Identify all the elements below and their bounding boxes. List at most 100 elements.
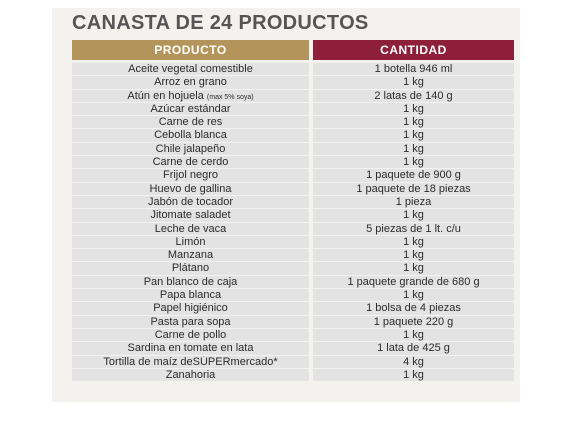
- product-name: Jitomate saladet: [150, 209, 231, 222]
- table-row: Sardina en tomate en lata 1 lata de 425 g: [72, 342, 514, 355]
- table-row: Tortilla de maíz deSÚPERmercado* 4 kg: [72, 355, 514, 368]
- header-producto: PRODUCTO: [72, 40, 309, 60]
- quantity-cell: 1 kg: [313, 76, 514, 89]
- quantity-cell: 1 kg: [313, 368, 514, 382]
- product-name: Frijol negro: [162, 169, 219, 182]
- quantity-cell: 5 piezas de 1 lt. c/u: [313, 222, 514, 235]
- product-name: Sardina en tomate en lata: [127, 342, 254, 355]
- table-row: Zanahoria 1 kg: [72, 368, 514, 382]
- table-row: Limón 1 kg: [72, 235, 514, 249]
- product-name: Pasta para sopa: [150, 315, 231, 328]
- product-name: Arroz en grano: [154, 76, 227, 89]
- product-name: Zanahoria: [165, 368, 216, 381]
- product-name: Carne de pollo: [154, 328, 227, 341]
- product-name: Plátano: [171, 262, 210, 275]
- quantity-cell: 1 kg: [313, 116, 514, 129]
- table-row: Chile jalapeño 1 kg: [72, 142, 514, 156]
- quantity-cell: 1 paquete grande de 680 g: [313, 275, 514, 289]
- product-name: Atún en hojuela: [127, 89, 204, 102]
- product-cell: Frijol negro: [72, 169, 309, 182]
- table-row: Pasta para sopa 1 paquete 220 g: [72, 315, 514, 328]
- quantity-cell: 1 kg: [313, 249, 514, 262]
- product-name: Aceite vegetal comestible: [128, 63, 253, 75]
- quantity-cell: 1 kg: [313, 129, 514, 142]
- table-row: Papa blanca 1 kg: [72, 289, 514, 302]
- product-cell: Manzana: [72, 249, 309, 262]
- product-cell: Aceite vegetal comestible: [72, 63, 309, 76]
- product-name: Leche de vaca: [154, 222, 227, 235]
- product-cell: Papa blanca: [72, 289, 309, 302]
- quantity-cell: 1 lata de 425 g: [313, 342, 514, 355]
- table-row: Jitomate saladet 1 kg: [72, 209, 514, 222]
- product-cell: Tortilla de maíz deSÚPERmercado*: [72, 355, 309, 368]
- table-row: Atún en hojuela (max 5% soya) 2 latas de …: [72, 89, 514, 102]
- product-cell: Chile jalapeño: [72, 142, 309, 156]
- product-name: Azúcar estándar: [150, 102, 231, 115]
- table-row: Carne de res 1 kg: [72, 116, 514, 129]
- table-row: Huevo de gallina 1 paquete de 18 piezas: [72, 182, 514, 195]
- table-row: Pan blanco de caja 1 paquete grande de 68…: [72, 275, 514, 289]
- product-cell: Carne de pollo: [72, 328, 309, 342]
- table-row: Arroz en grano 1 kg: [72, 76, 514, 89]
- product-table: Aceite vegetal comestible 1 botella 946 m…: [72, 63, 514, 382]
- product-name: Carne de cerdo: [152, 156, 229, 169]
- product-cell: Cebolla blanca: [72, 129, 309, 142]
- quantity-cell: 1 pieza: [313, 195, 514, 209]
- quantity-cell: 1 kg: [313, 142, 514, 156]
- product-cell: Jabón de tocador: [72, 195, 309, 209]
- product-cell: Pasta para sopa: [72, 315, 309, 328]
- product-name: Huevo de gallina: [149, 182, 232, 195]
- table-row: Aceite vegetal comestible 1 botella 946 m…: [72, 63, 514, 76]
- product-note: (max 5% soya): [206, 93, 254, 101]
- table-row: Cebolla blanca 1 kg: [72, 129, 514, 142]
- quantity-cell: 1 paquete de 900 g: [313, 169, 514, 182]
- table-row: Jabón de tocador 1 pieza: [72, 195, 514, 209]
- product-cell: Huevo de gallina: [72, 182, 309, 195]
- quantity-cell: 1 kg: [313, 289, 514, 302]
- table-row: Plátano 1 kg: [72, 262, 514, 275]
- quantity-cell: 1 paquete de 18 piezas: [313, 182, 514, 195]
- product-name: Pan blanco de caja: [143, 275, 238, 288]
- product-name: Papel higiénico: [153, 302, 228, 315]
- product-cell: Carne de res: [72, 116, 309, 129]
- product-cell: Plátano: [72, 262, 309, 275]
- product-cell: Pan blanco de caja: [72, 275, 309, 289]
- quantity-cell: 1 bolsa de 4 piezas: [313, 302, 514, 315]
- product-cell: Zanahoria: [72, 368, 309, 382]
- product-cell: Jitomate saladet: [72, 209, 309, 222]
- quantity-cell: 1 kg: [313, 209, 514, 222]
- quantity-cell: 4 kg: [313, 355, 514, 368]
- table-row: Frijol negro 1 paquete de 900 g: [72, 169, 514, 182]
- page-title: CANASTA DE 24 PRODUCTOS: [72, 12, 369, 34]
- product-name: Jabón de tocador: [147, 195, 233, 208]
- quantity-cell: 1 paquete 220 g: [313, 315, 514, 328]
- product-cell: Arroz en grano: [72, 76, 309, 89]
- quantity-cell: 1 kg: [313, 262, 514, 275]
- product-cell: Carne de cerdo: [72, 156, 309, 169]
- product-cell: Atún en hojuela (max 5% soya): [72, 89, 309, 102]
- table-row: Carne de cerdo 1 kg: [72, 156, 514, 169]
- table-row: Papel higiénico 1 bolsa de 4 piezas: [72, 302, 514, 315]
- quantity-cell: 1 botella 946 ml: [313, 63, 514, 76]
- table-row: Azúcar estándar 1 kg: [72, 102, 514, 116]
- table-row: Leche de vaca 5 piezas de 1 lt. c/u: [72, 222, 514, 235]
- product-name: Chile jalapeño: [155, 142, 226, 155]
- product-cell: Limón: [72, 235, 309, 249]
- quantity-cell: 1 kg: [313, 328, 514, 342]
- header-cantidad: CANTIDAD: [313, 40, 514, 60]
- table-row: Manzana 1 kg: [72, 249, 514, 262]
- quantity-cell: 1 kg: [313, 156, 514, 169]
- product-name: Manzana: [167, 249, 214, 262]
- quantity-cell: 2 latas de 140 g: [313, 89, 514, 102]
- product-cell: Azúcar estándar: [72, 102, 309, 116]
- quantity-cell: 1 kg: [313, 102, 514, 116]
- product-cell: Papel higiénico: [72, 302, 309, 315]
- product-name: Cebolla blanca: [154, 129, 227, 142]
- product-cell: Sardina en tomate en lata: [72, 342, 309, 355]
- table-row: Carne de pollo 1 kg: [72, 328, 514, 342]
- product-name: Papa blanca: [159, 289, 222, 302]
- product-cell: Leche de vaca: [72, 222, 309, 235]
- product-name: Tortilla de maíz deSÚPERmercado*: [103, 355, 278, 368]
- product-name: Limón: [175, 235, 206, 248]
- product-name: Carne de res: [158, 116, 223, 129]
